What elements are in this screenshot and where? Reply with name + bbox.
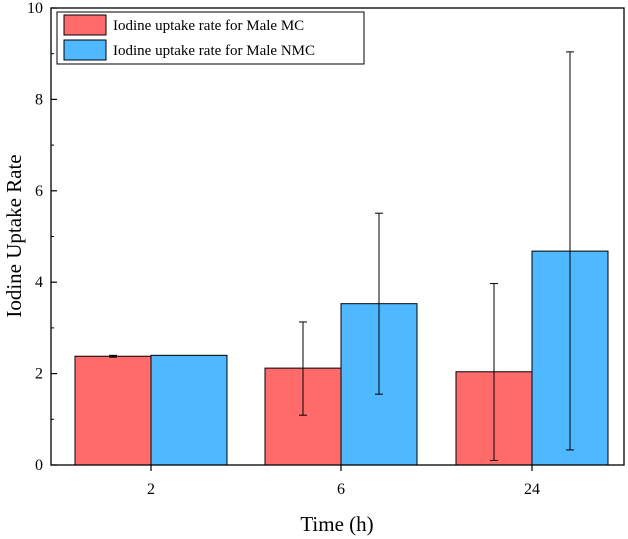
x-tick-label-6: 6 — [337, 481, 345, 498]
bar-series1-2 — [150, 354, 228, 466]
legend-swatch-nmc — [63, 39, 107, 61]
error-bar-series0-6 — [299, 321, 307, 416]
error-bar-series0-2 — [109, 354, 117, 358]
y-tick-label-8: 8 — [35, 91, 43, 108]
x-tick-label-2: 2 — [147, 481, 155, 498]
y-axis-title: Iodine Uptake Rate — [2, 154, 26, 317]
y-tick-label-0: 0 — [35, 457, 43, 474]
y-tick-label-2: 2 — [35, 366, 43, 383]
error-bar-series1-6 — [375, 212, 383, 395]
y-tick-label-4: 4 — [35, 274, 43, 291]
legend-swatch-mc — [63, 14, 107, 36]
legend-label-mc: Iodine uptake rate for Male MC — [113, 18, 304, 34]
bar-series0-2 — [74, 355, 152, 466]
error-bars-layer — [109, 51, 574, 461]
y-tick-label-6: 6 — [35, 183, 43, 200]
x-axis: 2 6 24 — [147, 465, 540, 498]
legend-box — [56, 11, 365, 65]
x-tick-label-24: 24 — [524, 481, 540, 498]
y-axis: 0 2 4 6 8 10 — [27, 0, 57, 474]
legend: Iodine uptake rate for Male MC Iodine up… — [56, 11, 365, 65]
legend-label-nmc: Iodine uptake rate for Male NMC — [113, 43, 315, 59]
x-axis-title: Time (h) — [300, 512, 373, 536]
error-bar-series1-24 — [566, 51, 574, 451]
bars-layer — [74, 250, 609, 466]
y-tick-label-10: 10 — [27, 0, 43, 17]
error-bar-series0-24 — [490, 283, 498, 461]
